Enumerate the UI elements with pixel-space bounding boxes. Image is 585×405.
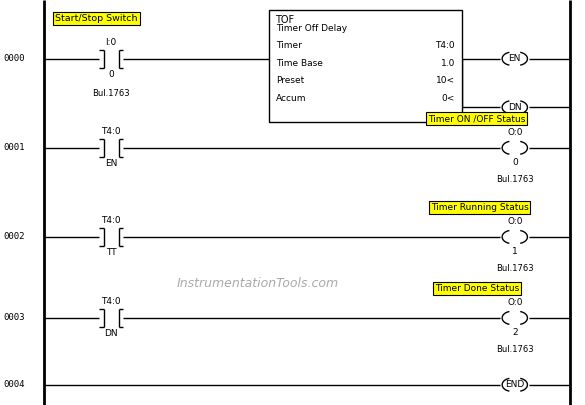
Text: T4:0: T4:0 <box>101 127 121 136</box>
Text: Bul.1763: Bul.1763 <box>92 89 130 98</box>
Text: InstrumentationTools.com: InstrumentationTools.com <box>176 277 339 290</box>
Text: TT: TT <box>106 248 116 257</box>
Text: 0004: 0004 <box>3 380 25 389</box>
Text: 10<: 10< <box>436 76 455 85</box>
Text: Bul.1763: Bul.1763 <box>496 264 534 273</box>
Text: T4:0: T4:0 <box>435 41 455 50</box>
Text: O:0: O:0 <box>507 128 522 137</box>
Text: DN: DN <box>104 329 118 338</box>
Text: 0002: 0002 <box>3 232 25 241</box>
Text: Timer Running Status: Timer Running Status <box>431 203 529 212</box>
Text: 1.0: 1.0 <box>441 59 455 68</box>
Text: 0001: 0001 <box>3 143 25 152</box>
Text: Start/Stop Switch: Start/Stop Switch <box>55 14 138 23</box>
Text: DN: DN <box>508 103 522 112</box>
Text: 2: 2 <box>512 328 518 337</box>
Text: Time Base: Time Base <box>276 59 323 68</box>
Text: O:0: O:0 <box>507 217 522 226</box>
Text: I:0: I:0 <box>105 38 117 47</box>
Text: 0<: 0< <box>442 94 455 102</box>
Text: Preset: Preset <box>276 76 304 85</box>
Text: TOF: TOF <box>275 15 294 25</box>
Text: 1: 1 <box>512 247 518 256</box>
Text: Bul.1763: Bul.1763 <box>496 345 534 354</box>
Text: Accum: Accum <box>276 94 307 102</box>
Text: Timer: Timer <box>276 41 302 50</box>
Text: END: END <box>505 380 524 389</box>
Text: 0000: 0000 <box>3 54 25 63</box>
Text: 0003: 0003 <box>3 313 25 322</box>
Text: Timer ON /OFF Status: Timer ON /OFF Status <box>428 114 525 123</box>
Text: EN: EN <box>105 159 118 168</box>
Text: EN: EN <box>508 54 521 63</box>
Text: T4:0: T4:0 <box>101 216 121 225</box>
Text: 0: 0 <box>108 70 114 79</box>
Text: T4:0: T4:0 <box>101 297 121 306</box>
Text: O:0: O:0 <box>507 298 522 307</box>
Bar <box>269 10 462 121</box>
Text: 0: 0 <box>512 158 518 166</box>
Text: Bul.1763: Bul.1763 <box>496 175 534 184</box>
Text: Timer Off Delay: Timer Off Delay <box>276 24 347 33</box>
Text: Timer Done Status: Timer Done Status <box>435 284 519 293</box>
